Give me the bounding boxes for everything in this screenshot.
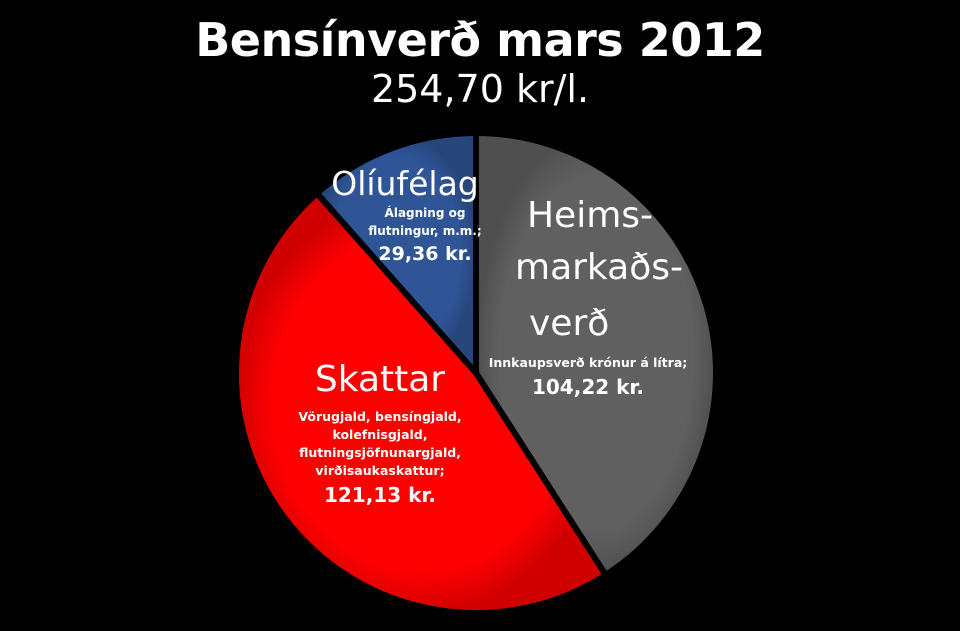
slice-detail-line: kolefnisgjald,	[332, 427, 428, 442]
slice-detail-skattar: Vörugjald, bensíngjald, kolefnisgjald, f…	[282, 408, 478, 510]
slice-detail-line: flutningsjöfnunargjald,	[299, 445, 461, 460]
pie-slice-shade-skattar	[235, 193, 606, 614]
slice-detail-oliufelag: Álagning og flutningur, m.m.; 29,36 kr.	[360, 204, 490, 268]
slice-detail-heimsmarkadsverd: Innkaupsverð krónur á lítra; 104,22 kr.	[483, 354, 693, 402]
slice-name-line-3: verð	[529, 303, 610, 344]
slice-detail-line: flutningur, m.m.;	[368, 224, 482, 238]
slice-label-heimsmarkadsverd: Heims- markaðs- verð	[515, 190, 683, 354]
slice-name-line-1: Heims-	[526, 195, 654, 236]
slice-name-line-1: Olíufélag	[331, 164, 479, 203]
slice-label-skattar: Skattar	[290, 356, 470, 404]
slice-label-oliufelag: Olíufélag	[330, 162, 480, 206]
slice-value-label: 29,36 kr.	[378, 243, 472, 265]
slice-detail-line: Álagning og	[384, 206, 466, 220]
slice-detail-line: virðisaukaskattur;	[315, 463, 445, 478]
slice-detail-line: Innkaupsverð krónur á lítra;	[488, 355, 688, 370]
slice-value-label: 121,13 kr.	[323, 483, 437, 507]
slice-detail-line: Vörugjald, bensíngjald,	[298, 409, 462, 424]
slice-value-label: 104,22 kr.	[531, 375, 645, 399]
slice-name-line-1: Skattar	[314, 359, 446, 400]
chart-subtitle: 254,70 kr/l.	[370, 67, 590, 111]
chart-title: Bensínverð mars 2012	[195, 13, 765, 67]
slice-name-line-2: markaðs-	[515, 247, 683, 288]
pie-slice-shade-oliufelag	[316, 133, 476, 373]
